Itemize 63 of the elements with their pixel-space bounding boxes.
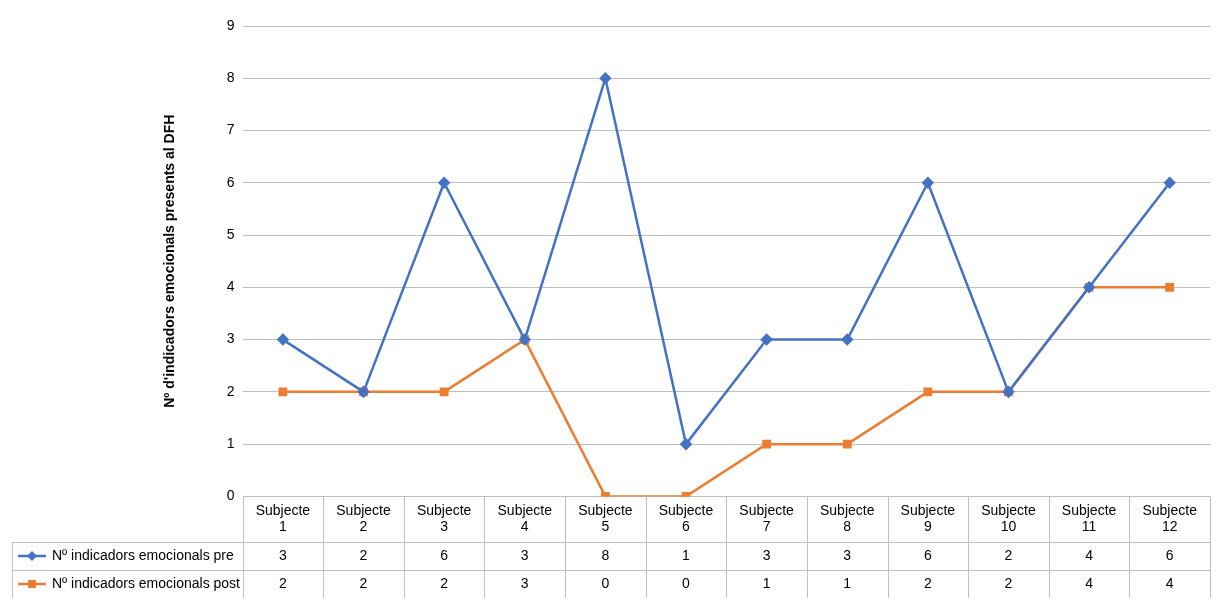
point — [841, 333, 853, 346]
y-tick-label: 7 — [226, 121, 235, 138]
point — [599, 72, 612, 85]
data-label: 3 — [520, 546, 529, 563]
point — [762, 439, 772, 449]
data-label: 3 — [520, 574, 529, 591]
x-tick-label: Subjecte 6 — [658, 501, 714, 535]
point — [680, 438, 692, 450]
y-tick-label: 3 — [226, 330, 235, 347]
y-tick-label: 0 — [226, 487, 235, 504]
data-label: 2 — [359, 546, 368, 563]
x-tick-label: Subjecte 7 — [739, 501, 795, 535]
data-label: 2 — [923, 574, 932, 591]
point — [1165, 282, 1175, 292]
x-tick-label: Subjecte 12 — [1142, 501, 1198, 535]
data-label: 2 — [1004, 546, 1013, 563]
x-tick-label: Subjecte 3 — [416, 501, 472, 535]
point — [438, 177, 450, 189]
data-label: 2 — [279, 574, 287, 591]
x-tick-label: Subjecte 1 — [255, 501, 311, 535]
data-label: 4 — [1085, 546, 1094, 563]
data-label: 2 — [440, 574, 449, 591]
x-tick-label: Subjecte 8 — [819, 501, 875, 535]
x-tick-label: Subjecte 5 — [578, 501, 633, 535]
point — [923, 387, 933, 397]
x-tick-label: Subjecte 9 — [900, 501, 956, 535]
data-label: 4 — [1085, 574, 1094, 591]
point — [1163, 177, 1176, 189]
data-label: 2 — [359, 574, 368, 591]
y-tick-label: 2 — [226, 382, 235, 399]
y-tick-label: 1 — [226, 434, 235, 451]
y-tick-label: 8 — [226, 69, 235, 86]
data-label: 8 — [601, 546, 610, 563]
x-tick-label: Subjecte 2 — [336, 501, 391, 535]
data-label: 3 — [279, 546, 287, 563]
legend-label: Nº indicadors emocionals post — [52, 574, 241, 591]
data-label: 1 — [762, 574, 771, 591]
x-tick-label: Subjecte 11 — [1061, 501, 1117, 535]
point — [922, 177, 934, 189]
data-label: 6 — [923, 546, 932, 563]
y-tick-label: 6 — [226, 173, 235, 190]
data-label: 6 — [1165, 546, 1174, 563]
x-tick-label: Subjecte 10 — [981, 501, 1036, 535]
point — [439, 387, 449, 397]
data-label: 3 — [843, 546, 852, 563]
data-label: 0 — [682, 574, 691, 591]
y-tick-label: 9 — [226, 16, 235, 33]
point — [760, 333, 773, 346]
point — [842, 439, 852, 449]
data-label: 0 — [601, 574, 610, 591]
legend-label: Nº indicadors emocionals pre — [52, 546, 234, 563]
x-tick-label: Subjecte 4 — [497, 501, 553, 535]
y-tick-label: 5 — [226, 225, 235, 242]
point — [277, 333, 289, 346]
data-label: 1 — [843, 574, 852, 591]
y-axis-title: Nº d'indicadors emocionals presents al DFH — [161, 114, 178, 408]
data-label: 2 — [1004, 574, 1013, 591]
data-label: 3 — [762, 546, 771, 563]
data-label: 6 — [440, 546, 449, 563]
data-label: 4 — [1165, 574, 1174, 591]
y-tick-label: 4 — [226, 278, 235, 295]
data-label: 1 — [682, 546, 691, 563]
point — [278, 387, 288, 397]
